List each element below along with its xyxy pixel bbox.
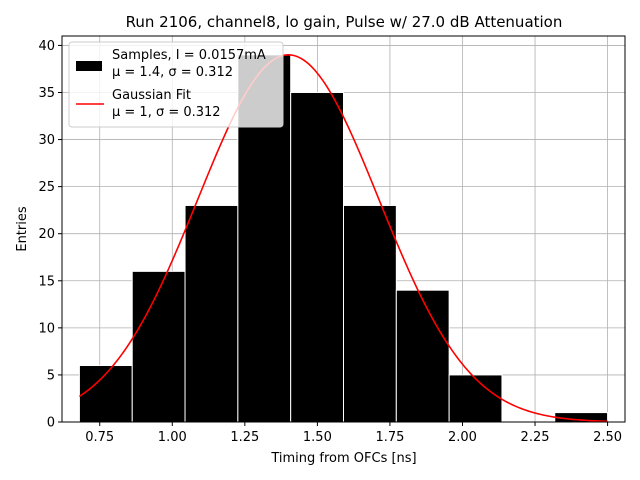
x-tick-label-0: 0.75 [85, 430, 114, 445]
y-tick-label-8: 40 [38, 39, 55, 54]
histogram-bar-6 [395, 289, 450, 423]
legend-samples-line1: Samples, I = 0.0157mA [112, 48, 266, 63]
gaussian-fit-curve [78, 54, 608, 423]
histogram-bar-1 [131, 270, 186, 423]
x-tick-label-2: 1.25 [230, 430, 259, 445]
legend-samples-line2: μ = 1.4, σ = 0.312 [112, 65, 233, 80]
x-axis-label: Timing from OFCs [ns] [270, 451, 416, 466]
legend-box [68, 41, 284, 128]
chart-title: Run 2106, channel8, lo gain, Pulse w/ 27… [126, 13, 563, 31]
x-axis-ticks: 0.75 1.00 1.25 1.50 1.75 2.00 2.25 2.50 [85, 422, 622, 445]
histogram-bar-5 [343, 204, 397, 423]
x-tick-label-3: 1.50 [303, 430, 332, 445]
y-tick-label-5: 25 [38, 180, 55, 195]
y-tick-label-3: 15 [38, 274, 55, 289]
histogram-bar-7 [448, 374, 503, 423]
histogram-bar-2 [184, 204, 239, 423]
histogram-bar-4 [290, 91, 344, 423]
y-tick-label-2: 10 [38, 321, 55, 336]
x-tick-label-4: 1.75 [375, 430, 404, 445]
legend: Samples, I = 0.0157mA μ = 1.4, σ = 0.312… [68, 41, 284, 128]
y-axis-ticks: 0 5 10 15 20 25 30 35 40 [38, 39, 62, 431]
legend-fit-line1: Gaussian Fit [112, 88, 191, 103]
x-tick-label-7: 2.50 [593, 430, 622, 445]
y-tick-label-4: 20 [38, 227, 55, 242]
y-tick-label-7: 35 [38, 86, 55, 101]
y-tick-label-6: 30 [38, 133, 55, 148]
legend-swatch-samples [76, 61, 102, 71]
legend-fit-line2: μ = 1, σ = 0.312 [112, 105, 221, 120]
x-tick-label-6: 2.25 [521, 430, 550, 445]
y-tick-label-1: 5 [47, 368, 55, 383]
y-tick-label-0: 0 [47, 416, 55, 431]
y-axis-label: Entries [15, 206, 30, 252]
plot-frame [61, 35, 626, 423]
x-tick-label-1: 1.00 [158, 430, 187, 445]
x-tick-label-5: 2.00 [448, 430, 477, 445]
